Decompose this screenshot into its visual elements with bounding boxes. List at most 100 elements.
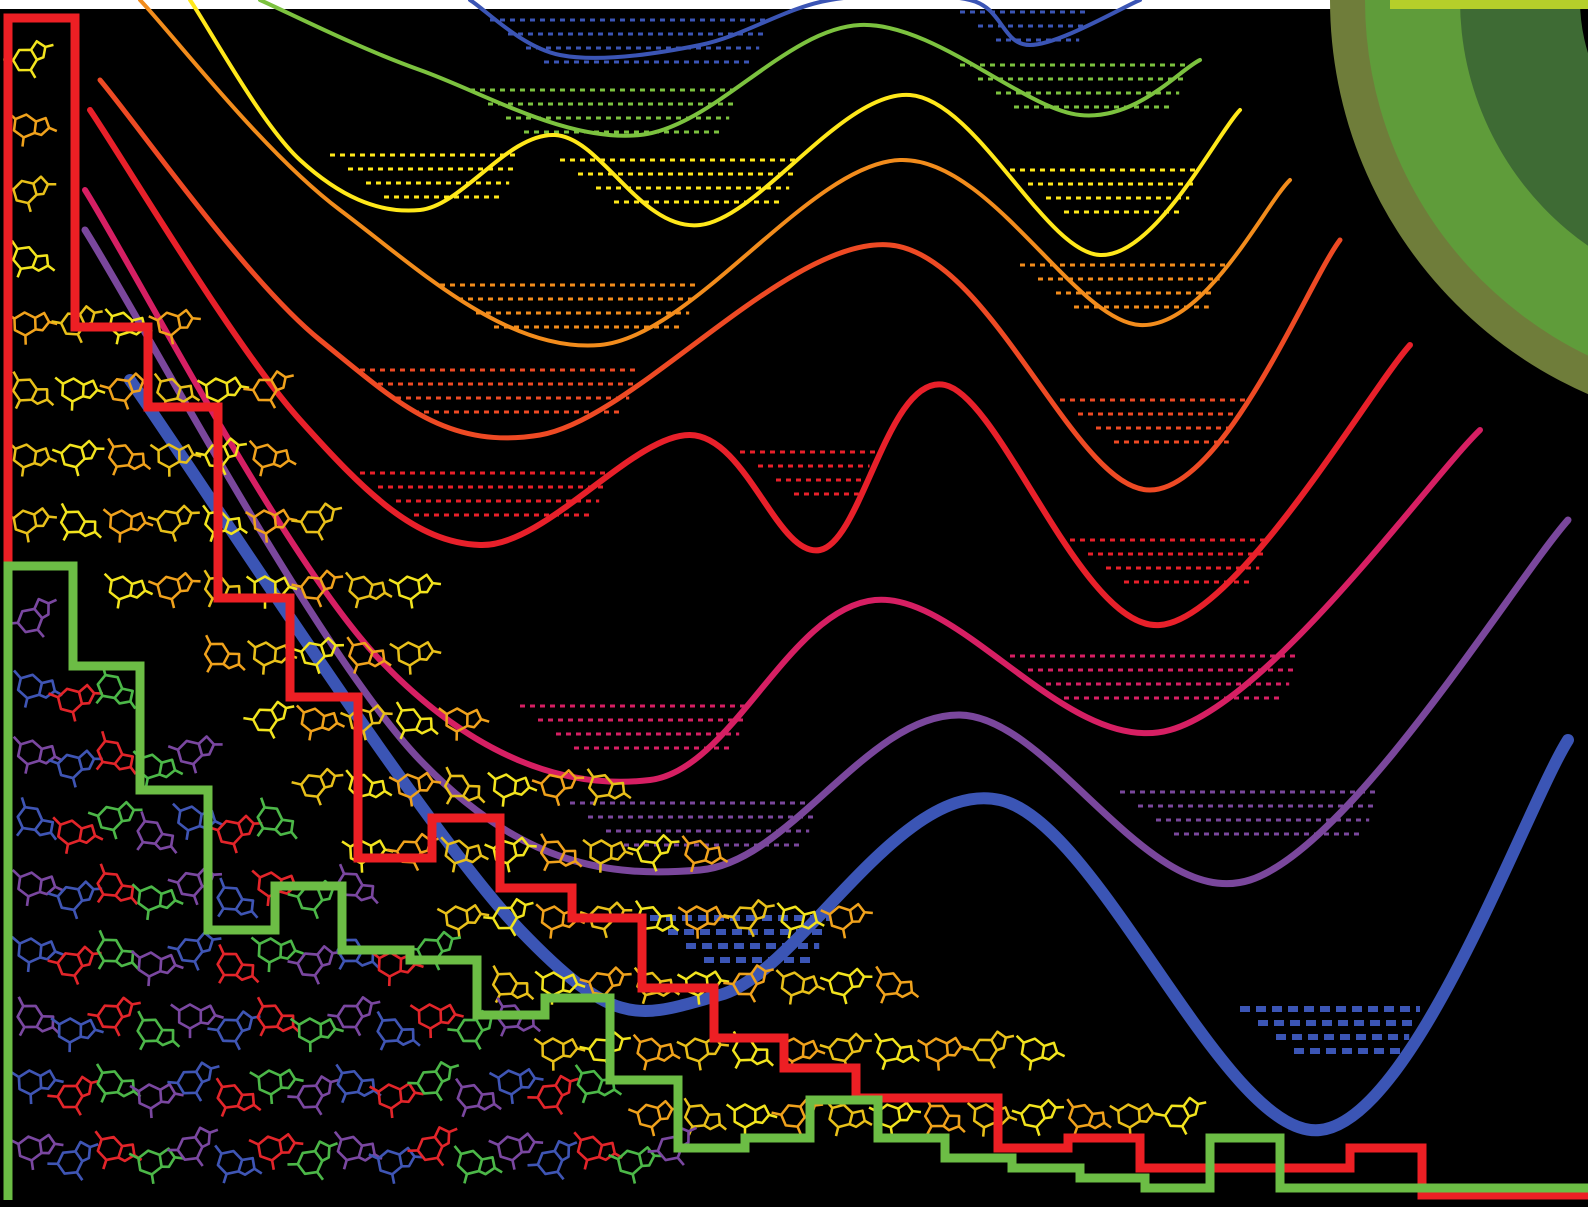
molecule-warm [443, 766, 486, 805]
curve-orange [138, 0, 1292, 348]
molecule-warm [291, 569, 344, 608]
molecule-bonds [875, 965, 920, 1004]
molecule-ring-small [278, 1133, 296, 1154]
staircase-outlines [3, 13, 1588, 1200]
molecule-warm [436, 904, 490, 939]
molecule-bonds [388, 776, 442, 807]
molecule-bonds [339, 711, 393, 741]
molecule-cool [50, 1017, 104, 1053]
molecule-bonds [202, 504, 248, 543]
molecule-warm [963, 1030, 1015, 1069]
molecule-bonds [647, 1126, 698, 1166]
molecule-bonds [540, 833, 583, 872]
molecule-ring-small [706, 905, 723, 926]
molecule-warm [389, 641, 442, 675]
molecule-cool [128, 1147, 184, 1185]
molecule-cool [574, 1064, 623, 1104]
molecule-bonds [136, 811, 178, 855]
curve-magenta [82, 187, 1483, 785]
molecule-cool [369, 1082, 424, 1119]
molecule-ring-small [30, 39, 47, 61]
molecule-ring-small [355, 996, 374, 1018]
molecule-warm [243, 700, 295, 740]
molecule-warm [102, 508, 154, 543]
molecule-bonds [11, 935, 64, 973]
molecule-ring-small [396, 1028, 415, 1046]
molecule-cool [7, 597, 58, 638]
molecule-ring-small [226, 376, 243, 397]
molecule-ring-small [159, 1082, 177, 1104]
molecule-ring-small [320, 636, 337, 658]
molecule-warm [627, 834, 680, 872]
molecule-warm [586, 768, 632, 806]
molecule-ring-small [369, 581, 386, 601]
molecule-bonds [395, 701, 439, 740]
molecule-warm [54, 376, 106, 411]
molecule-ring-small [82, 379, 99, 400]
molecule-bonds [346, 636, 392, 674]
curve-yellow [188, 0, 1242, 258]
molecule-bonds [87, 1001, 141, 1037]
molecule-bonds [167, 872, 223, 906]
molecule-ring-small [656, 1099, 674, 1121]
molecule-ring-small [113, 687, 134, 705]
molecule-ring-small [224, 516, 242, 536]
molecule-bonds [681, 835, 729, 873]
molecule-ring-small [78, 749, 96, 771]
molecule-bonds [295, 704, 346, 741]
molecule-bonds [167, 743, 223, 774]
molecule-ring-small [31, 254, 50, 272]
molecule-cool [488, 1067, 544, 1105]
molecule-ring-small [638, 1146, 656, 1168]
molecule-ring-small [176, 384, 194, 403]
molecule-warm [107, 437, 152, 476]
top-strip-band [0, 0, 1588, 9]
molecule-cool [47, 1140, 99, 1181]
molecule-bonds [51, 447, 105, 477]
molecule-warm [533, 1037, 586, 1071]
molecule-cool [256, 797, 298, 840]
molecule-ring-small [117, 800, 136, 823]
molecule-ring-small [321, 711, 339, 732]
molecule-bonds [97, 929, 140, 970]
curve-purple [81, 226, 1572, 887]
molecule-bonds [52, 816, 104, 855]
molecule-cool [287, 1140, 339, 1181]
molecule-ring-small [80, 439, 98, 461]
molecule-bonds [963, 1034, 1015, 1069]
molecule-ring-small [466, 708, 483, 729]
molecule-bonds [217, 877, 259, 919]
molecule-warm [484, 836, 537, 873]
molecule-bonds [676, 973, 730, 1005]
corner-arc-bright-edge [1390, 0, 1588, 9]
molecule-bonds [250, 936, 304, 973]
molecule-bonds [103, 572, 154, 609]
molecule-ring-small [562, 973, 579, 994]
molecule-bonds [453, 1145, 503, 1184]
top-white-strip [0, 0, 1588, 9]
molecule-warm [874, 1032, 920, 1071]
molecule-cool [454, 1077, 502, 1118]
molecule-ring-small [235, 1010, 254, 1033]
molecule-warm [395, 701, 439, 740]
molecule-bonds [496, 997, 542, 1037]
molecule-ring-small [462, 784, 481, 802]
molecule-warm [243, 370, 295, 409]
molecule-cool [12, 735, 64, 774]
molecule-cool [131, 883, 184, 921]
molecule-cool [87, 996, 141, 1037]
molecule-ring-small [657, 1043, 675, 1062]
molecule-bonds [376, 1010, 421, 1051]
molecule-bonds [531, 776, 585, 807]
molecule-cool [289, 1017, 344, 1053]
molecule-cool [136, 1010, 181, 1051]
molecule-ring-small [368, 704, 386, 725]
molecule-warm [291, 502, 343, 541]
molecule-bonds [440, 836, 489, 873]
molecule-cool [15, 796, 58, 841]
molecule-warm [51, 439, 105, 477]
molecule-warm [51, 305, 103, 344]
molecule-bonds [107, 437, 152, 476]
molecule-cool [407, 1126, 458, 1167]
molecule-cool [96, 929, 140, 970]
